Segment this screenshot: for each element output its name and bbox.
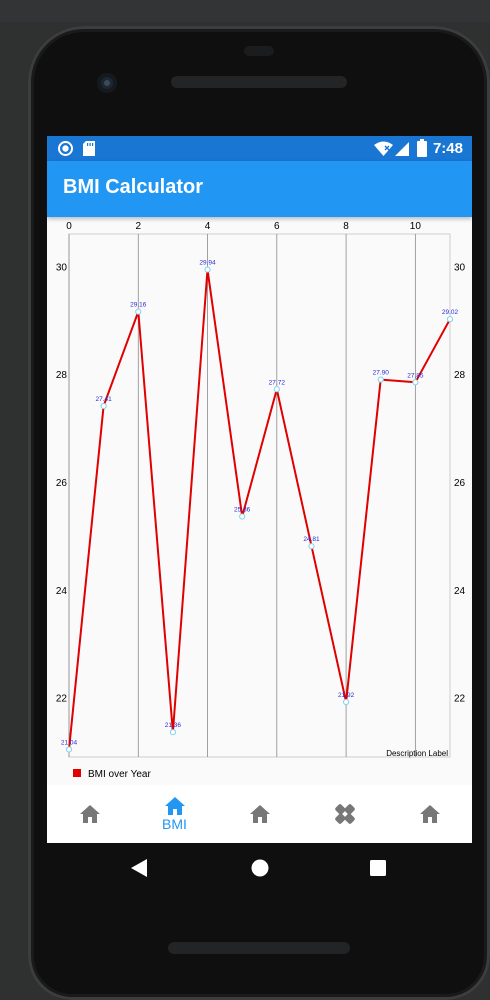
- data-value-label: 29.16: [130, 302, 147, 309]
- x-tick-label: 8: [343, 221, 349, 232]
- series-line: [68, 268, 451, 750]
- recents-button[interactable]: [370, 860, 386, 876]
- nav-item-bmi[interactable]: BMI: [132, 785, 217, 843]
- y-tick-label-left: 30: [56, 262, 68, 273]
- status-bar: 7:48: [47, 136, 472, 161]
- y-tick-label-left: 26: [56, 478, 68, 489]
- data-value-label: 21.04: [61, 739, 78, 746]
- data-value-label: 29.94: [199, 260, 216, 267]
- data-point: [446, 316, 454, 323]
- data-point: [273, 386, 280, 393]
- chart-description-label: Description Label: [386, 749, 448, 758]
- data-point: [169, 729, 177, 736]
- app-bar: BMI Calculator: [47, 161, 472, 217]
- y-tick-label-right: 28: [454, 370, 466, 381]
- home-icon: [249, 805, 270, 823]
- y-tick-label-left: 24: [56, 586, 68, 597]
- x-tick-label: 2: [135, 221, 141, 232]
- x-tick-label: 10: [410, 221, 422, 232]
- x-tick-label: 4: [205, 221, 211, 232]
- status-time: 7:48: [432, 140, 463, 157]
- bmi-line-chart: 21.04 27.41 29.16 21.36 29.94 25.36 27.72 24.81…: [56, 221, 466, 780]
- data-value-label: 24.81: [303, 536, 320, 543]
- earpiece-speaker: [171, 76, 347, 88]
- plot-border: [68, 233, 451, 758]
- x-tick-label: 0: [66, 221, 72, 232]
- y-tick-label-right: 22: [454, 694, 466, 705]
- phone-sensor: [244, 46, 274, 56]
- device-screen: 7:48 BMI Calculator 21.04 27.41 29.16 21.36…: [47, 136, 472, 843]
- sd-card-icon: [83, 141, 95, 156]
- chart-series-layer: 21.04 27.41 29.16 21.36 29.94 25.36 27.72 24.81…: [61, 260, 459, 753]
- window-top-strip: [0, 0, 490, 22]
- data-value-label: 21.92: [338, 692, 355, 699]
- bottom-speaker: [168, 942, 350, 954]
- chart-area: 21.04 27.41 29.16 21.36 29.94 25.36 27.72 24.81…: [47, 217, 472, 785]
- data-point: [308, 543, 315, 550]
- legend-label: BMI over Year: [88, 769, 151, 780]
- wifi-icon: [374, 141, 393, 156]
- x-tick-label: 6: [274, 221, 280, 232]
- bandage-icon: [334, 804, 355, 824]
- data-value-label: 25.36: [234, 507, 251, 514]
- data-point: [65, 746, 73, 753]
- data-value-label: 29.02: [442, 309, 459, 316]
- chart-grid: [68, 233, 451, 758]
- battery-icon: [417, 139, 427, 157]
- y-tick-label-right: 30: [454, 262, 466, 273]
- data-value-label: 27.72: [269, 379, 286, 386]
- home-icon: [164, 796, 185, 815]
- legend-swatch: [73, 769, 81, 777]
- y-tick-label-left: 28: [56, 370, 68, 381]
- nav-item-home-3[interactable]: [217, 785, 302, 843]
- app-title: BMI Calculator: [63, 176, 204, 198]
- sync-status-icon: [58, 141, 73, 156]
- nav-item-home-1[interactable]: [47, 785, 132, 843]
- back-button[interactable]: [131, 859, 147, 877]
- nav-label-bmi: BMI: [162, 815, 187, 832]
- y-tick-label-right: 24: [454, 586, 466, 597]
- home-button[interactable]: [251, 859, 269, 877]
- system-navigation-bar: [47, 843, 472, 891]
- data-point: [204, 266, 211, 273]
- nav-item-health[interactable]: [302, 785, 387, 843]
- data-value-label: 27.85: [407, 372, 424, 379]
- cell-signal-icon: [395, 142, 409, 156]
- data-point: [412, 379, 419, 386]
- data-value-label: 27.41: [95, 396, 112, 403]
- data-point: [135, 308, 142, 315]
- data-point: [239, 513, 246, 520]
- nav-item-home-5[interactable]: [387, 785, 472, 843]
- data-value-label: 21.36: [165, 722, 182, 729]
- data-point: [100, 402, 107, 410]
- data-point: [377, 376, 384, 383]
- bottom-navigation: BMI: [47, 785, 472, 843]
- data-value-label: 27.90: [373, 370, 390, 377]
- home-icon: [79, 805, 100, 823]
- y-tick-label-right: 26: [454, 478, 466, 489]
- front-camera: [97, 73, 117, 93]
- y-tick-label-left: 22: [56, 694, 68, 705]
- data-point: [342, 698, 350, 706]
- home-icon: [419, 805, 440, 823]
